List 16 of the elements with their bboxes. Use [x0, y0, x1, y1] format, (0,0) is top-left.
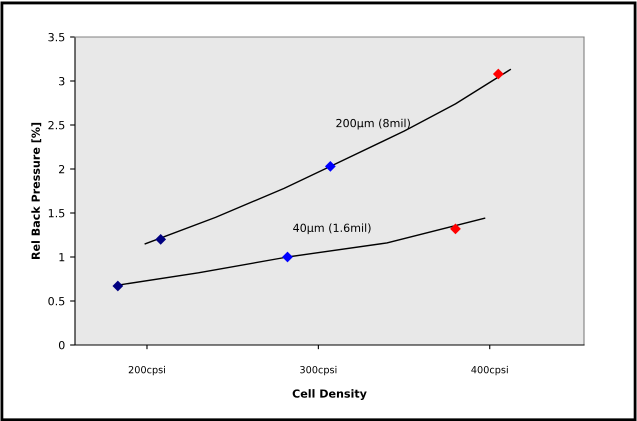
y-tick-label: 0: [58, 340, 65, 350]
y-tick-label: 2: [59, 164, 64, 174]
y-tick-label: 3.5: [48, 32, 64, 42]
x-tick-label: 400cpsi: [471, 366, 508, 376]
y-tick-label: 2.5: [48, 120, 64, 130]
x-tick-label: 200cpsi: [128, 366, 165, 376]
x-axis-title: Cell Density: [292, 389, 367, 400]
annotation: 40µm (1.6mil): [293, 223, 371, 234]
x-tick-label: 300cpsi: [300, 366, 336, 376]
y-tick-label: 0.5: [48, 296, 64, 306]
y-axis-title: Rel Back Pressure [%]: [31, 122, 42, 260]
y-tick-label: 3: [59, 76, 64, 86]
line-series: [144, 68, 511, 244]
annotation: 200µm (8mil): [336, 118, 410, 130]
y-tick-label: 1.5: [48, 209, 64, 218]
y-tick-label: 1: [59, 253, 64, 262]
